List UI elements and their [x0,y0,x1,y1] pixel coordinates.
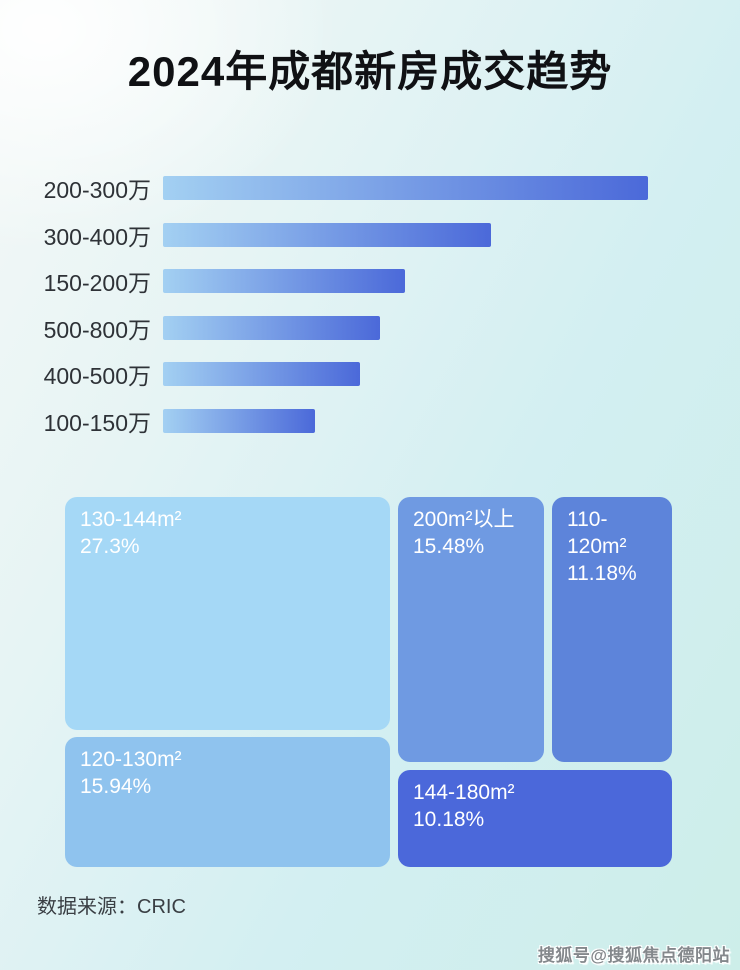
bar-fill [163,269,405,293]
bar-row: 200-300万 [0,176,700,203]
bar-fill [163,222,491,247]
bar-category-label: 150-200万 [43,270,151,296]
bar-row: 150-200万 [0,269,700,296]
treemap-cell-percent: 11.18% [567,561,637,585]
treemap-cell-label: 130-144m² [80,508,182,531]
bar-track [163,362,648,386]
treemap-cell-200-plus: 200m²以上 15.48% [398,497,544,762]
treemap-cell-144-180: 144-180m² 10.18% [398,770,672,867]
bar-category-label: 100-150万 [43,409,151,436]
watermark-text: 搜狐号@搜狐焦点德阳站 [537,946,730,965]
treemap-cell-label: 110-120m² [567,508,627,558]
treemap-cell-110-120: 110-120m² 11.18% [552,497,672,762]
bar-fill [163,362,360,386]
treemap-cell-percent: 27.3% [80,534,140,558]
area-size-treemap: 130-144m² 27.3% 120-130m² 15.94% 200m²以上… [65,497,672,867]
price-range-bar-chart: 200-300万 300-400万 150-200万 500-800万 400-… [0,176,700,455]
bar-track [163,408,648,433]
treemap-cell-label: 200m²以上 [413,508,515,531]
bar-row: 300-400万 [0,222,700,250]
bar-fill [163,408,315,433]
bar-row: 100-150万 [0,408,700,436]
bar-row: 500-800万 [0,315,700,343]
treemap-cell-percent: 15.94% [80,774,152,798]
bar-category-label: 300-400万 [43,223,151,250]
bar-track [163,222,648,247]
bar-category-label: 400-500万 [43,363,151,389]
bar-track [163,176,648,200]
treemap-cell-label: 120-130m² [80,748,182,771]
bar-track [163,315,648,340]
treemap-cell-label: 144-180m² [413,781,515,804]
bar-fill [163,176,648,200]
bar-row: 400-500万 [0,362,700,389]
treemap-cell-percent: 15.48% [413,534,485,558]
bar-category-label: 500-800万 [43,316,151,343]
bar-track [163,269,648,293]
bar-fill [163,315,380,340]
page-title: 2024年成都新房成交趋势 [127,48,613,95]
treemap-cell-percent: 10.18% [413,807,485,831]
bar-category-label: 200-300万 [43,177,151,203]
treemap-cell-130-144: 130-144m² 27.3% [65,497,390,730]
data-source-label: 数据来源：CRIC [37,896,186,918]
treemap-cell-120-130: 120-130m² 15.94% [65,737,390,867]
